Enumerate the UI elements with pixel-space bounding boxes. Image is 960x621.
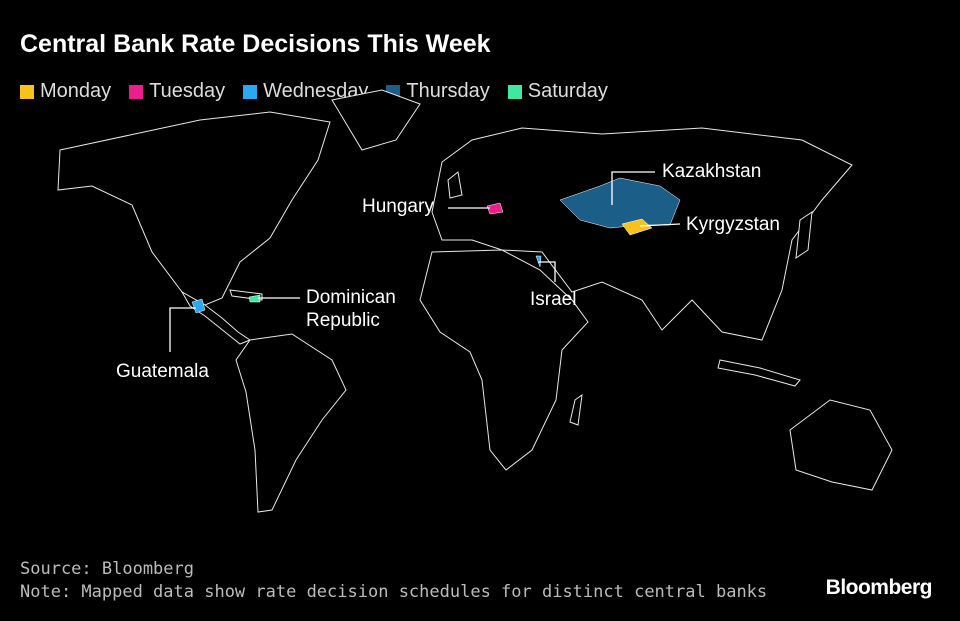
note: Note: Mapped data show rate decision sch…	[20, 582, 768, 602]
legend-item: Saturday	[507, 80, 608, 103]
legend-item: Wednesday	[243, 80, 368, 103]
title: Central Bank Rate Decisions This Week	[20, 30, 491, 58]
legend-swatch	[243, 84, 258, 99]
legend-label: Tuesday	[149, 80, 226, 102]
legend-label: Saturday	[527, 80, 608, 102]
country-label: Israel	[530, 289, 577, 310]
legend-swatch	[507, 84, 522, 99]
legend-item: Monday	[20, 80, 111, 103]
source: Source: Bloomberg	[20, 559, 194, 579]
highlighted-country	[248, 294, 261, 303]
highlighted-country	[486, 202, 504, 215]
highlighted-country	[559, 177, 681, 229]
land	[57, 89, 893, 513]
country-label: Kyrgyzstan	[686, 214, 780, 235]
logo: Bloomberg	[825, 576, 933, 599]
highlighted-countries	[191, 177, 681, 314]
country-label: Guatemala	[116, 361, 209, 382]
leader-lines	[169, 171, 681, 352]
legend-item: Tuesday	[129, 80, 225, 103]
country-label: Kazakhstan	[662, 161, 762, 182]
legend-swatch	[129, 84, 144, 99]
highlighted-country	[621, 218, 653, 236]
legend-label: Thursday	[406, 80, 490, 102]
legend-swatch	[20, 84, 34, 99]
legend-label: Wednesday	[263, 80, 369, 102]
legend: Monday Tuesday Wednesday Thursday Saturday	[20, 80, 608, 103]
country-label: Dominican Republic	[306, 287, 396, 331]
legend-label: Monday	[40, 80, 112, 102]
highlighted-country	[191, 298, 206, 314]
country-label: Hungary	[362, 196, 434, 217]
